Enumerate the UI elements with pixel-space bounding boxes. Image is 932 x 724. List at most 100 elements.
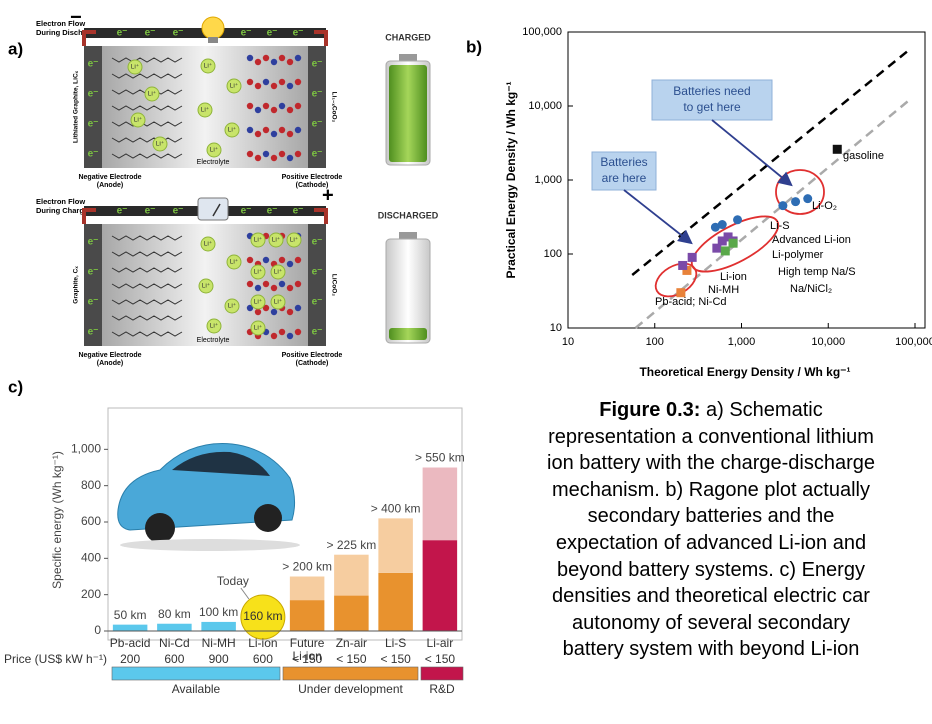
range-label: 50 km bbox=[114, 608, 147, 622]
electrode-label: (Cathode) bbox=[296, 360, 329, 367]
cathode-atom bbox=[279, 151, 285, 157]
cathode-atom bbox=[287, 83, 293, 89]
price: 600 bbox=[164, 652, 184, 666]
data-point bbox=[778, 201, 787, 210]
y-tick-label: 100 bbox=[544, 248, 562, 260]
series-label: Li-O₂ bbox=[812, 200, 837, 212]
y-tick-label: 100,000 bbox=[522, 26, 562, 38]
terminal-sign: − bbox=[70, 6, 82, 28]
group-label: Under development bbox=[298, 682, 403, 696]
caption: Figure 0.3: a) Schematic representation … bbox=[490, 397, 932, 663]
y-tick-label: 1,000 bbox=[534, 174, 562, 186]
electrode-label: Positive Electrode bbox=[282, 352, 343, 359]
electrode-label: Positive Electrode bbox=[282, 174, 343, 181]
cathode-atom bbox=[247, 257, 253, 263]
electron: e⁻ bbox=[88, 297, 99, 308]
electron: e⁻ bbox=[145, 206, 156, 217]
x-tick-label: Pb-acid bbox=[107, 637, 153, 650]
cathode-atom bbox=[271, 333, 277, 339]
range-label: 100 km bbox=[199, 605, 238, 619]
car-shadow bbox=[120, 539, 300, 551]
annotation: High temp Na/S bbox=[778, 266, 856, 278]
caption-line: representation a conventional lithium bbox=[490, 424, 932, 451]
cathode-atom bbox=[255, 59, 261, 65]
cathode-atom bbox=[271, 83, 277, 89]
electron: e⁻ bbox=[293, 206, 304, 217]
x-tick-label: 100 bbox=[646, 336, 664, 348]
highlight-label: Today bbox=[217, 574, 249, 588]
electron: e⁻ bbox=[88, 89, 99, 100]
cathode-atom bbox=[295, 79, 301, 85]
car-wheel bbox=[254, 504, 282, 532]
electrode-label: (Anode) bbox=[97, 360, 123, 367]
electron: e⁻ bbox=[145, 28, 156, 39]
group-label: Available bbox=[172, 682, 221, 696]
callout-arrow bbox=[712, 120, 790, 184]
li-ion-label: Li⁺ bbox=[204, 63, 213, 70]
range-label: > 550 km bbox=[415, 451, 465, 465]
annotation: Advanced Li-ion bbox=[772, 234, 851, 246]
electrolyte: Electrolyte bbox=[197, 337, 230, 344]
caption-line: beyond battery systems. c) Energy bbox=[490, 557, 932, 584]
price: 900 bbox=[209, 652, 229, 666]
electron: e⁻ bbox=[88, 267, 99, 278]
cathode-atom bbox=[263, 257, 269, 263]
cathode-atom bbox=[247, 79, 253, 85]
data-point bbox=[678, 261, 687, 270]
li-ion-label: Li⁺ bbox=[131, 64, 140, 71]
bar-segment bbox=[334, 555, 369, 596]
y-tick-label: 200 bbox=[81, 587, 101, 601]
series-label: Li-S bbox=[770, 220, 790, 232]
price: 200 bbox=[120, 652, 140, 666]
electron: e⁻ bbox=[312, 327, 323, 338]
x-tick-label: 100,000 bbox=[895, 336, 932, 348]
li-ion-label: Li⁺ bbox=[134, 117, 143, 124]
battery-charge bbox=[389, 65, 427, 162]
electrode-label: (Anode) bbox=[97, 182, 123, 189]
group-bar bbox=[421, 667, 463, 680]
li-ion-label: Li⁺ bbox=[230, 83, 239, 90]
series-label: gasoline bbox=[843, 150, 884, 162]
cathode-atom bbox=[255, 309, 261, 315]
price: 600 bbox=[253, 652, 273, 666]
li-ion-label: Li⁺ bbox=[272, 237, 281, 244]
battery-charge bbox=[389, 328, 427, 340]
x-tick-label: Li-air bbox=[417, 637, 463, 650]
data-point bbox=[718, 220, 727, 229]
caption-line: autonomy of several secondary bbox=[490, 610, 932, 637]
electron: e⁻ bbox=[173, 28, 184, 39]
x-axis-label: Theoretical Energy Density / Wh kg⁻¹ bbox=[639, 365, 850, 379]
y-tick-label: 10,000 bbox=[528, 100, 562, 112]
callout-text: Batteries bbox=[600, 155, 647, 169]
data-point bbox=[729, 239, 738, 248]
annotation: Na/NiCl₂ bbox=[790, 283, 832, 295]
price: < 150 bbox=[336, 652, 367, 666]
range-label: > 400 km bbox=[371, 502, 421, 516]
bar-segment bbox=[201, 622, 236, 631]
y-tick-label: 10 bbox=[550, 322, 562, 334]
cathode-atom bbox=[287, 131, 293, 137]
bar-segment bbox=[378, 573, 413, 631]
price-label: Price (US$ kW h⁻¹) bbox=[4, 652, 107, 666]
cathode-atom bbox=[247, 151, 253, 157]
electron: e⁻ bbox=[241, 206, 252, 217]
li-ion-label: Li⁺ bbox=[230, 259, 239, 266]
cathode-atom bbox=[271, 131, 277, 137]
li-ion-label: Li⁺ bbox=[148, 91, 157, 98]
group-label: R&D bbox=[429, 682, 455, 696]
electrode-label: Negative Electrode bbox=[78, 352, 141, 359]
x-tick-label: Ni-Cd bbox=[151, 637, 197, 650]
electron: e⁻ bbox=[312, 89, 323, 100]
caption-line: secondary batteries and the bbox=[490, 503, 932, 530]
series-label: Ni-MH bbox=[708, 284, 739, 296]
electron: e⁻ bbox=[312, 267, 323, 278]
caption-line: expectation of advanced Li-ion and bbox=[490, 530, 932, 557]
electron: e⁻ bbox=[312, 237, 323, 248]
cathode-atom bbox=[295, 55, 301, 61]
range-label: > 200 km bbox=[282, 560, 332, 574]
cathode-atom bbox=[247, 55, 253, 61]
series-label: Li-ion bbox=[720, 271, 747, 283]
figure: a) b) c) Electron FlowDuring Discharge−e… bbox=[0, 0, 932, 724]
caption-line: densities and theoretical electric car bbox=[490, 583, 932, 610]
cathode-atom bbox=[295, 151, 301, 157]
